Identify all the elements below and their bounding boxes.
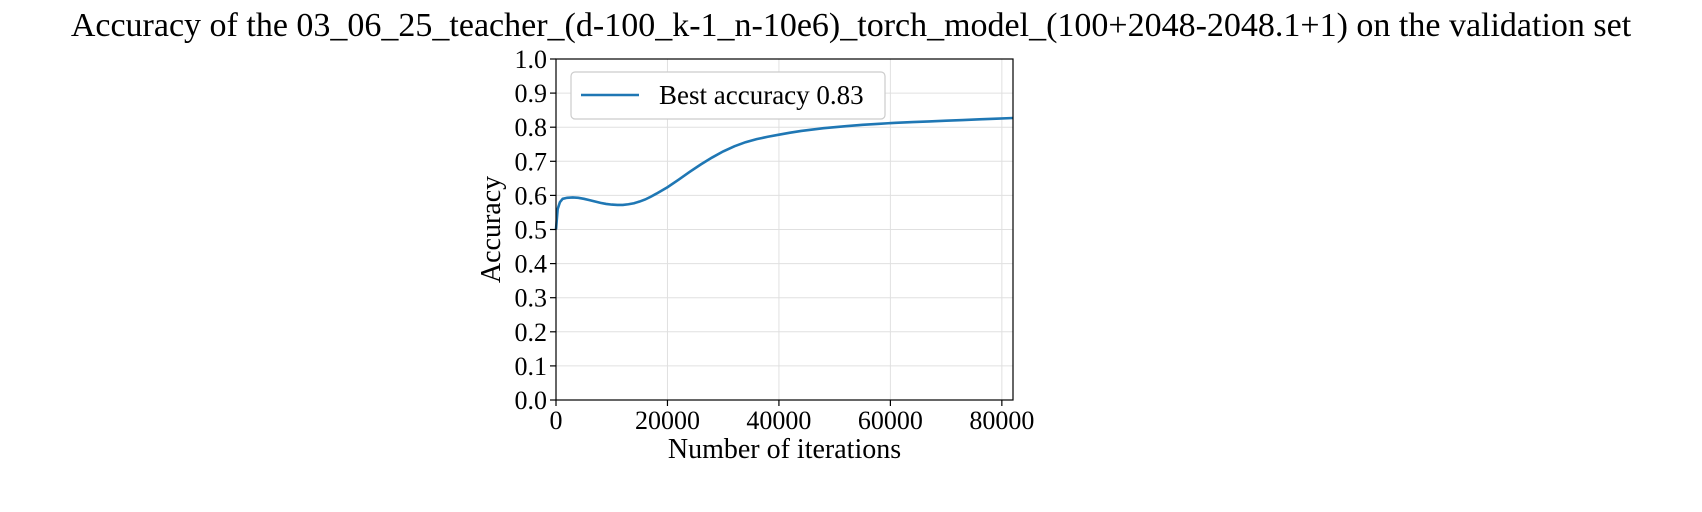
- legend: Best accuracy 0.83: [570, 71, 886, 120]
- x-tick-label: 20000: [635, 406, 700, 435]
- y-tick-label: 0.8: [515, 113, 548, 142]
- y-tick-label: 0.4: [515, 250, 548, 279]
- y-tick-label: 0.9: [515, 79, 548, 108]
- y-tick-label: 0.5: [515, 216, 548, 245]
- y-tick-label: 0.7: [515, 147, 548, 176]
- y-tick-label: 1.0: [515, 45, 548, 74]
- x-tick-label: 0: [550, 406, 563, 435]
- x-axis: 0 20000 40000 60000 80000: [550, 400, 1034, 435]
- x-tick-label: 40000: [746, 406, 811, 435]
- y-tick-label: 0.0: [515, 386, 548, 415]
- legend-label: Best accuracy 0.83: [659, 80, 864, 110]
- x-tick-label: 60000: [858, 406, 923, 435]
- y-tick-label: 0.2: [515, 318, 548, 347]
- series-line: [554, 116, 1014, 230]
- legend-box: [570, 71, 886, 120]
- y-axis-label: Accuracy: [476, 176, 507, 283]
- x-axis-label: Number of iterations: [668, 434, 901, 465]
- plot-area: [554, 116, 1014, 230]
- y-axis: 0.0 0.1 0.2 0.3 0.4 0.5 0.6 0.7 0.8 0.9 1.0: [515, 45, 556, 415]
- y-tick-label: 0.3: [515, 284, 548, 313]
- y-tick-label: 0.6: [515, 181, 548, 210]
- x-tick-label: 80000: [969, 406, 1034, 435]
- chart-title: Accuracy of the 03_06_25_teacher_(d-100_…: [71, 7, 1632, 44]
- y-tick-label: 0.1: [515, 352, 548, 381]
